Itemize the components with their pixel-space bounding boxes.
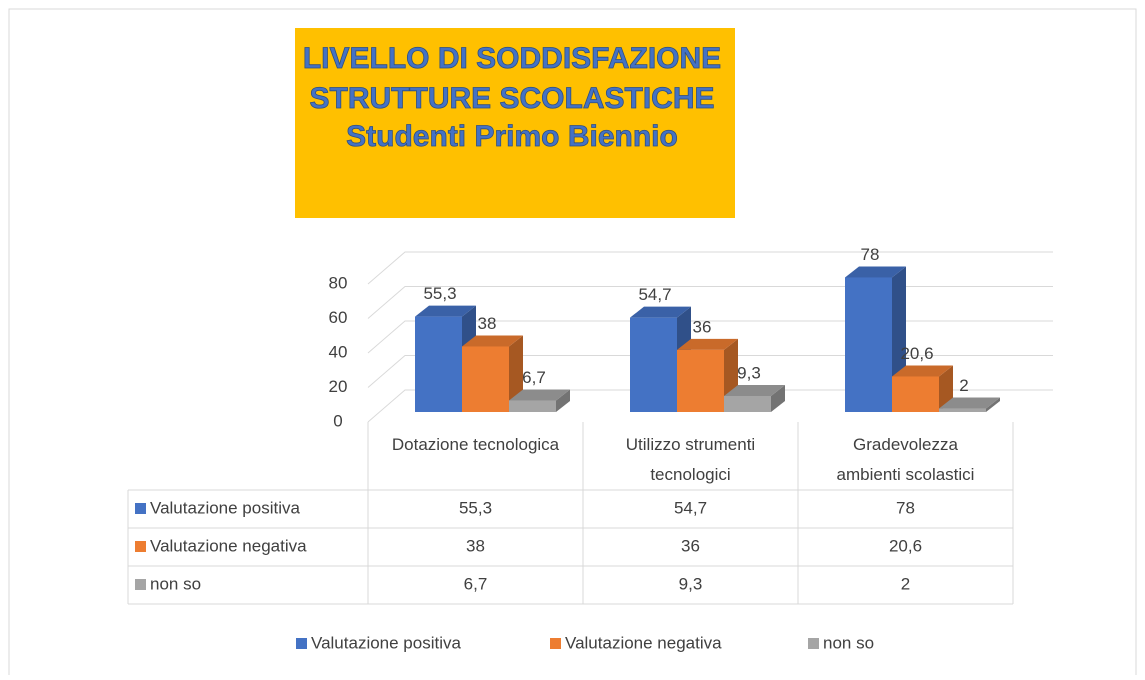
y-tick-label: 80 [329, 273, 348, 292]
grid-line [367, 286, 1053, 319]
y-tick-label: 40 [329, 342, 348, 361]
data-label: 54,7 [638, 285, 671, 304]
bar [845, 266, 906, 412]
bar-front [677, 349, 724, 412]
chart-title: Studenti Primo Biennio [346, 120, 678, 153]
x-tick-label: Dotazione tecnologica [391, 435, 560, 454]
bar [462, 335, 523, 412]
bar [415, 305, 476, 412]
bar-front [462, 346, 509, 412]
bar-side [986, 397, 1000, 412]
bar-top [630, 306, 691, 318]
legend-key [296, 638, 307, 649]
bar [677, 338, 738, 412]
legend-label: Valutazione negativa [565, 633, 722, 652]
bar-top [724, 384, 785, 396]
table-cell: 36 [681, 536, 700, 555]
data-label: 20,6 [900, 344, 933, 363]
table-cell: 38 [466, 536, 485, 555]
grid-line [367, 251, 1053, 285]
legend-key [550, 638, 561, 649]
data-label: 38 [478, 314, 497, 333]
table-legend-key [135, 541, 146, 552]
bar [509, 389, 570, 412]
bar-top [509, 389, 570, 401]
bar-side [771, 384, 785, 412]
bar-top [892, 365, 953, 377]
table-row-label: Valutazione negativa [150, 536, 307, 555]
table-cell: 2 [901, 574, 910, 593]
x-tick-label-box: Dotazione tecnologica [391, 435, 560, 454]
x-tick-label-box: Gradevolezza ambienti scolastici [836, 435, 975, 484]
chart-title: STRUTTURE SCOLASTICHE [310, 82, 715, 115]
bar-front [892, 376, 939, 412]
table-cell: 78 [896, 498, 915, 517]
table-cell: 9,3 [679, 574, 703, 593]
bar-top [462, 335, 523, 347]
data-label: 78 [861, 245, 880, 264]
legend-label: non so [823, 633, 874, 652]
table-cell: 6,7 [464, 574, 488, 593]
bar-front [845, 277, 892, 412]
x-tick-label: Gradevolezza ambienti scolastici [836, 435, 975, 484]
chart-title: LIVELLO DI SODDISFAZIONE [303, 42, 721, 75]
legend-key [808, 638, 819, 649]
grid-line [367, 355, 1053, 388]
grid-line [367, 320, 1053, 354]
title-box [295, 28, 735, 218]
bar-top [939, 397, 1000, 409]
table-cell: 54,7 [674, 498, 707, 517]
data-label: 6,7 [522, 368, 546, 387]
y-tick-label: 20 [329, 377, 348, 396]
bar-side [556, 389, 570, 412]
bar-front [630, 317, 677, 412]
bar-top [845, 266, 906, 278]
data-label: 36 [693, 317, 712, 336]
bar-front [415, 316, 462, 412]
table-cell: 55,3 [459, 498, 492, 517]
bar-front [509, 400, 556, 412]
bar-front [939, 408, 986, 412]
grid-line [367, 389, 1053, 423]
y-tick-label: 0 [333, 411, 342, 430]
bar-front [724, 395, 771, 412]
x-tick-label: Utilizzo strumenti tecnologici [625, 435, 756, 484]
bar [724, 384, 785, 412]
data-label: 2 [959, 376, 968, 395]
data-label: 9,3 [737, 363, 761, 382]
table-legend-key [135, 579, 146, 590]
bar-top [415, 305, 476, 317]
x-tick-label-box: Utilizzo strumenti tecnologici [625, 435, 756, 484]
chart-frame [8, 8, 1137, 680]
table-cell: 20,6 [889, 536, 922, 555]
table-row-label: non so [150, 574, 201, 593]
y-tick-label: 60 [329, 308, 348, 327]
table-row-label: Valutazione positiva [150, 498, 300, 517]
data-label: 55,3 [423, 284, 456, 303]
legend-label: Valutazione positiva [311, 633, 461, 652]
bar-top [677, 338, 738, 350]
bar [939, 397, 1000, 412]
table-legend-key [135, 503, 146, 514]
